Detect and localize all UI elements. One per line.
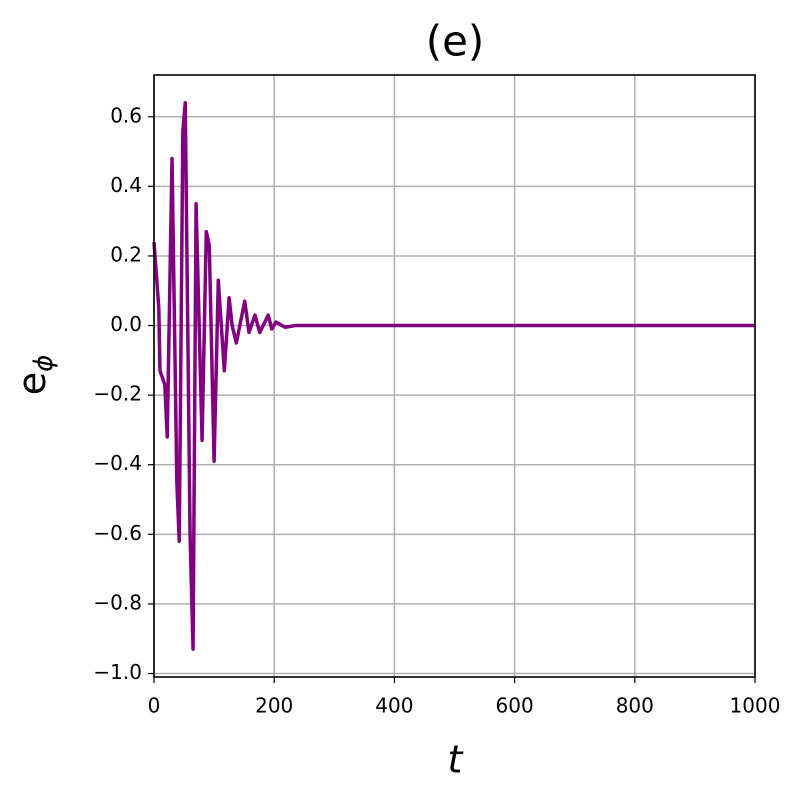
x-tick-label: 400 [375, 694, 413, 718]
y-tick-label: 0.2 [110, 242, 142, 266]
x-tick-label: 800 [616, 694, 654, 718]
x-tick-label: 0 [148, 694, 161, 718]
y-tick-label: −0.6 [93, 521, 142, 545]
plot-frame [153, 74, 756, 678]
y-tick-label: −0.8 [93, 590, 142, 614]
y-tick-label: −0.2 [93, 382, 142, 406]
y-tick-label: 0.4 [110, 173, 142, 197]
data-line [152, 101, 755, 651]
chart-title: (e) [426, 17, 485, 66]
x-tick-label: 200 [255, 694, 293, 718]
y-tick-label: 0.6 [110, 103, 142, 127]
x-tick-label: 600 [496, 694, 534, 718]
y-tick-label: −0.4 [93, 451, 142, 475]
y-axis-label-subscript: ϕ [29, 355, 59, 372]
y-axis-label: eϕ [10, 355, 59, 396]
x-tick-label: 1000 [730, 694, 781, 718]
y-tick-label: 0.0 [110, 312, 142, 336]
x-axis-label: t [448, 738, 465, 782]
y-tick-label: −1.0 [93, 660, 142, 684]
y-axis-label-base: e [10, 372, 54, 395]
